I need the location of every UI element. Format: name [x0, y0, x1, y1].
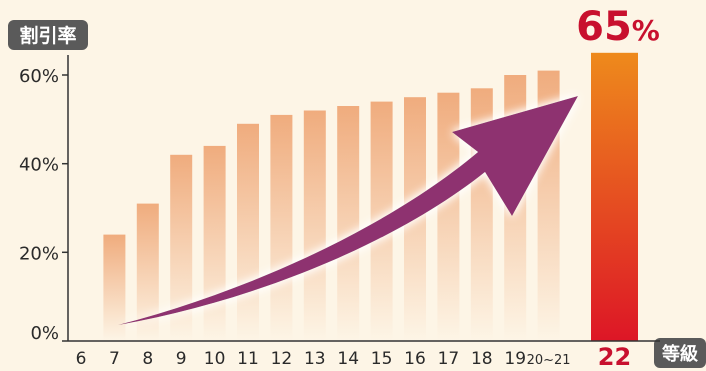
highlight-value-number: 65 — [576, 4, 632, 50]
x-tick-label: 20~21 — [527, 353, 571, 368]
bar-11 — [237, 123, 259, 341]
bar-10 — [203, 145, 226, 341]
x-tick-label: 12 — [271, 349, 293, 369]
x-axis-title-box — [654, 338, 706, 368]
y-tick-label: 60% — [19, 66, 59, 87]
bar-9 — [170, 154, 193, 341]
x-tick-label: 14 — [337, 349, 359, 369]
x-tick-label: 17 — [438, 349, 460, 369]
x-ticks: 6 7 8 9 10 11 12 13 14 15 16 17 18 19 20~21 22 — [76, 343, 632, 371]
highlight-value-label: 65% — [576, 4, 660, 50]
x-tick-label: 19 — [504, 349, 526, 369]
y-axis-title-box — [8, 20, 88, 50]
y-axis-title: 割引率 — [19, 24, 76, 47]
y-tick-label: 0% — [30, 323, 59, 344]
x-tick-label: 16 — [404, 349, 426, 369]
bar-12 — [270, 114, 293, 342]
x-tick-label: 9 — [176, 349, 187, 369]
y-ticks: 0% 20% 40% 60% — [19, 66, 68, 344]
bar-14 — [337, 106, 360, 341]
x-tick-label: 18 — [471, 349, 493, 369]
bars-layer — [103, 52, 638, 342]
trend-arrow — [118, 96, 578, 325]
bar-13 — [303, 110, 326, 341]
y-tick-label: 20% — [19, 243, 59, 264]
x-tick-label: 8 — [142, 349, 153, 369]
x-tick-label: 6 — [76, 349, 87, 369]
highlight-value-unit: % — [632, 14, 660, 47]
x-axis-title: 等級 — [662, 343, 698, 365]
x-tick-label: 13 — [304, 349, 326, 369]
x-tick-label: 7 — [109, 349, 120, 369]
bar-highlight-22 — [591, 52, 638, 342]
x-tick-label: 10 — [204, 349, 226, 369]
x-tick-label: 11 — [237, 349, 259, 369]
y-tick-label: 40% — [19, 155, 59, 176]
x-tick-label: 15 — [371, 349, 393, 369]
bar-8 — [136, 203, 159, 341]
bar-7 — [103, 234, 126, 341]
x-tick-label: 22 — [598, 343, 631, 371]
bar-17 — [437, 92, 460, 341]
